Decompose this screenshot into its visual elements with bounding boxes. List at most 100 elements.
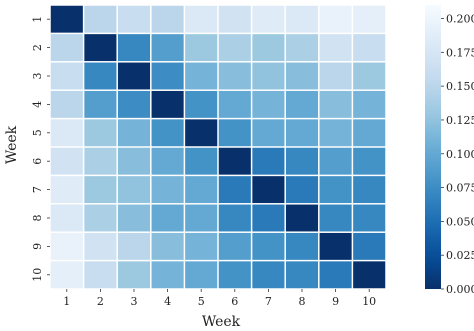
heatmap-cell-2-8 xyxy=(285,34,319,62)
y-tick-label: 5 xyxy=(31,129,44,136)
heatmap-cell-5-9 xyxy=(319,119,352,147)
y-tick-label: 1 xyxy=(31,16,44,23)
heatmap-cell-1-8 xyxy=(285,5,319,33)
heatmap-cell-8-7 xyxy=(252,204,285,232)
heatmap-cell-6-4 xyxy=(151,147,184,175)
x-tick-label: 4 xyxy=(164,295,171,308)
x-tick-label: 10 xyxy=(362,295,376,308)
heatmap-cell-9-3 xyxy=(117,232,151,260)
y-axis-ticks: 1 2 3 4 5 6 7 8 9 10 xyxy=(31,16,50,282)
heatmap-cell-5-1 xyxy=(50,119,83,147)
heatmap-cell-4-4 xyxy=(151,90,184,118)
heatmap-cell-4-1 xyxy=(50,90,83,118)
x-tick-label: 9 xyxy=(332,295,339,308)
colorbar-tick-label: 0.050 xyxy=(446,215,474,228)
heatmap-cell-9-9 xyxy=(319,232,352,260)
x-tick-label: 6 xyxy=(231,295,238,308)
heatmap-cell-2-6 xyxy=(218,34,251,62)
x-tick-label: 7 xyxy=(265,295,272,308)
x-tick-label: 1 xyxy=(63,295,70,308)
heatmap-cell-4-8 xyxy=(285,90,319,118)
heatmap-cell-3-8 xyxy=(285,62,319,90)
heatmap-cell-1-7 xyxy=(252,5,285,33)
heatmap-cell-6-5 xyxy=(185,147,218,175)
heatmap-cell-7-7 xyxy=(252,176,285,204)
heatmap-cell-2-10 xyxy=(353,34,386,62)
heatmap-cell-9-8 xyxy=(285,232,319,260)
heatmap-cell-9-10 xyxy=(353,232,386,260)
y-tick-label: 4 xyxy=(31,101,44,108)
heatmap-cell-1-9 xyxy=(319,5,352,33)
x-axis-label: Week xyxy=(202,314,241,330)
heatmap-cell-5-6 xyxy=(218,119,251,147)
heatmap-cell-4-2 xyxy=(84,90,117,118)
heatmap-cell-5-3 xyxy=(117,119,151,147)
heatmap-cell-7-10 xyxy=(353,176,386,204)
y-tick-label: 10 xyxy=(31,268,44,282)
heatmap-cell-8-9 xyxy=(319,204,352,232)
heatmap-cell-10-2 xyxy=(84,261,117,289)
heatmap-cell-4-7 xyxy=(252,90,285,118)
heatmap-cell-4-5 xyxy=(185,90,218,118)
heatmap-cell-1-1 xyxy=(50,5,83,33)
heatmap-cell-6-8 xyxy=(285,147,319,175)
heatmap-cell-7-5 xyxy=(185,176,218,204)
heatmap-cell-3-7 xyxy=(252,62,285,90)
y-tick-label: 3 xyxy=(31,73,44,80)
colorbar-tick-label: 0.200 xyxy=(446,13,474,26)
heatmap-cell-1-3 xyxy=(117,5,151,33)
heatmap-cell-3-4 xyxy=(151,62,184,90)
colorbar-tick-label: 0.150 xyxy=(446,80,474,93)
heatmap-cell-8-6 xyxy=(218,204,251,232)
heatmap-cell-8-4 xyxy=(151,204,184,232)
heatmap-cell-10-10 xyxy=(353,261,386,289)
y-tick-label: 8 xyxy=(31,215,44,222)
heatmap-cell-7-6 xyxy=(218,176,251,204)
heatmap-cell-1-6 xyxy=(218,5,251,33)
heatmap-cell-8-10 xyxy=(353,204,386,232)
heatmap-cell-4-6 xyxy=(218,90,251,118)
heatmap-cell-3-5 xyxy=(185,62,218,90)
heatmap-cell-7-1 xyxy=(50,176,83,204)
heatmap-cell-5-2 xyxy=(84,119,117,147)
heatmap-cell-3-6 xyxy=(218,62,251,90)
heatmap-cell-8-3 xyxy=(117,204,151,232)
x-tick-label: 8 xyxy=(299,295,306,308)
heatmap-cell-10-6 xyxy=(218,261,251,289)
heatmap-cell-10-1 xyxy=(50,261,83,289)
heatmap-cell-6-1 xyxy=(50,147,83,175)
colorbar-tick-label: 0.100 xyxy=(446,148,474,161)
heatmap-cell-3-10 xyxy=(353,62,386,90)
y-tick-label: 6 xyxy=(31,158,44,165)
heatmap-cell-2-5 xyxy=(185,34,218,62)
heatmap-cell-10-8 xyxy=(285,261,319,289)
heatmap-cell-10-3 xyxy=(117,261,151,289)
heatmap-cell-5-10 xyxy=(353,119,386,147)
heatmap-cell-7-3 xyxy=(117,176,151,204)
y-tick-label: 9 xyxy=(31,243,44,250)
heatmap-cell-2-7 xyxy=(252,34,285,62)
heatmap-cell-6-3 xyxy=(117,147,151,175)
heatmap-cell-7-9 xyxy=(319,176,352,204)
heatmap-cell-2-3 xyxy=(117,34,151,62)
y-tick-label: 2 xyxy=(31,44,44,51)
heatmap-cell-9-4 xyxy=(151,232,184,260)
heatmap-cell-3-9 xyxy=(319,62,352,90)
heatmap-cell-6-9 xyxy=(319,147,352,175)
heatmap-cell-6-2 xyxy=(84,147,117,175)
heatmap-cell-2-1 xyxy=(50,34,83,62)
colorbar-tick-label: 0.025 xyxy=(446,249,474,262)
heatmap-cell-6-7 xyxy=(252,147,285,175)
heatmap-cell-10-5 xyxy=(185,261,218,289)
x-axis-ticks: 1 2 3 4 5 6 7 8 9 10 xyxy=(63,289,376,308)
heatmap-cell-5-8 xyxy=(285,119,319,147)
colorbar xyxy=(425,5,441,289)
heatmap-cell-4-10 xyxy=(353,90,386,118)
colorbar-tick-label: 0.175 xyxy=(446,46,474,59)
colorbar-tick-label: 0.125 xyxy=(446,114,474,127)
heatmap-cell-7-8 xyxy=(285,176,319,204)
heatmap-cell-6-6 xyxy=(218,147,251,175)
x-tick-label: 5 xyxy=(198,295,205,308)
heatmap-cell-4-3 xyxy=(117,90,151,118)
y-axis-label: Week xyxy=(4,125,20,164)
